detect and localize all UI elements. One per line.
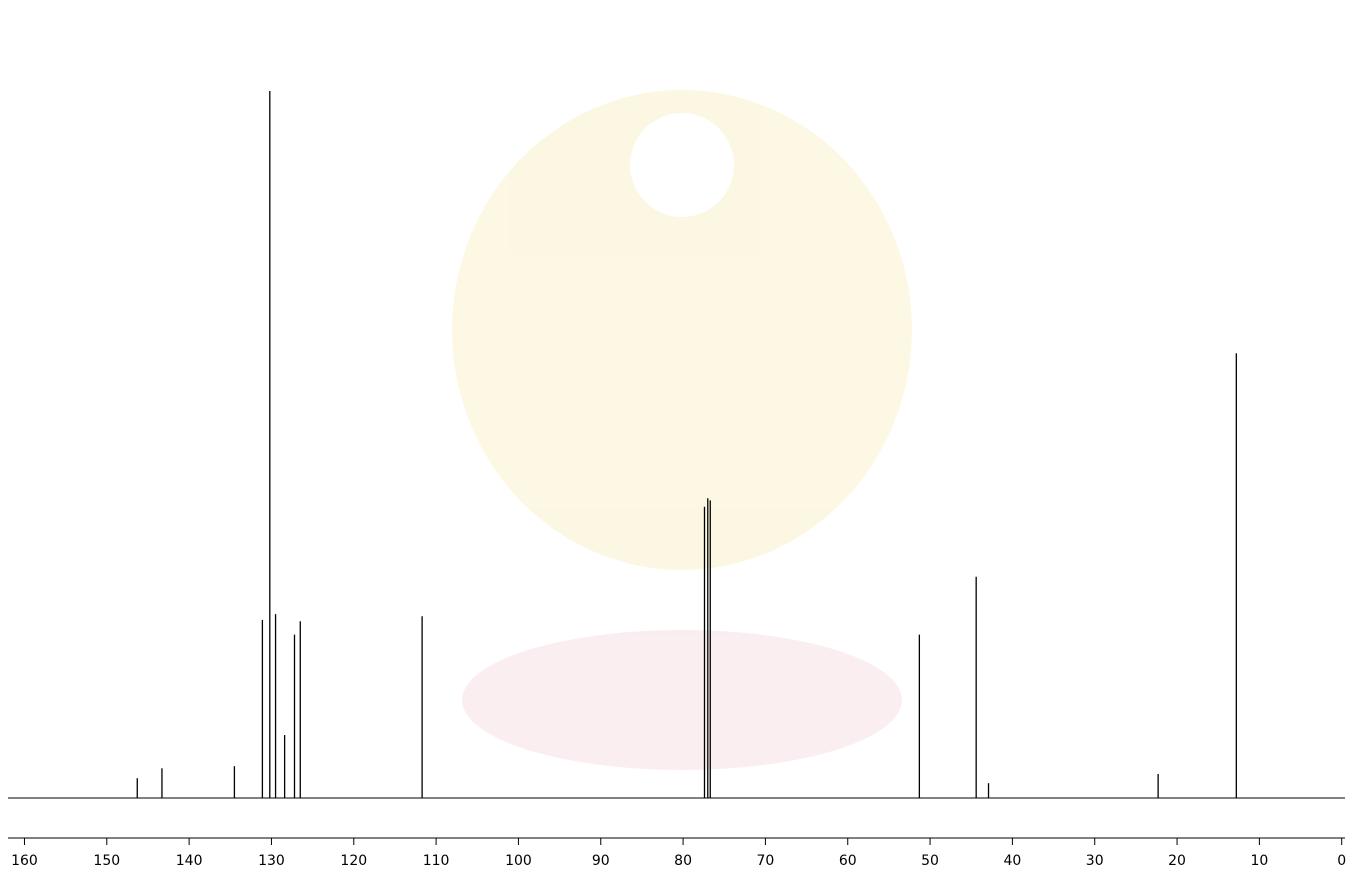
x-tick-label: 90 — [592, 853, 610, 869]
watermark-rays — [452, 90, 912, 570]
watermark-base — [462, 630, 902, 770]
x-tick-label: 110 — [423, 853, 450, 869]
x-tick-label: 0 — [1337, 853, 1346, 869]
watermark — [452, 90, 912, 770]
x-tick-label: 120 — [340, 853, 367, 869]
x-tick-label: 80 — [674, 853, 692, 869]
x-tick-label: 20 — [1168, 853, 1186, 869]
x-tick-label: 10 — [1250, 853, 1268, 869]
x-tick-label: 140 — [176, 853, 203, 869]
x-tick-label: 160 — [11, 853, 38, 869]
x-tick-label: 60 — [839, 853, 857, 869]
x-tick-label: 70 — [756, 853, 774, 869]
x-tick-label: 50 — [921, 853, 939, 869]
x-tick-label: 40 — [1003, 853, 1021, 869]
x-tick-label: 100 — [505, 853, 532, 869]
watermark-halo — [630, 113, 734, 217]
x-tick-label: 150 — [93, 853, 120, 869]
x-tick-label: 30 — [1086, 853, 1104, 869]
x-tick-label: 130 — [258, 853, 285, 869]
